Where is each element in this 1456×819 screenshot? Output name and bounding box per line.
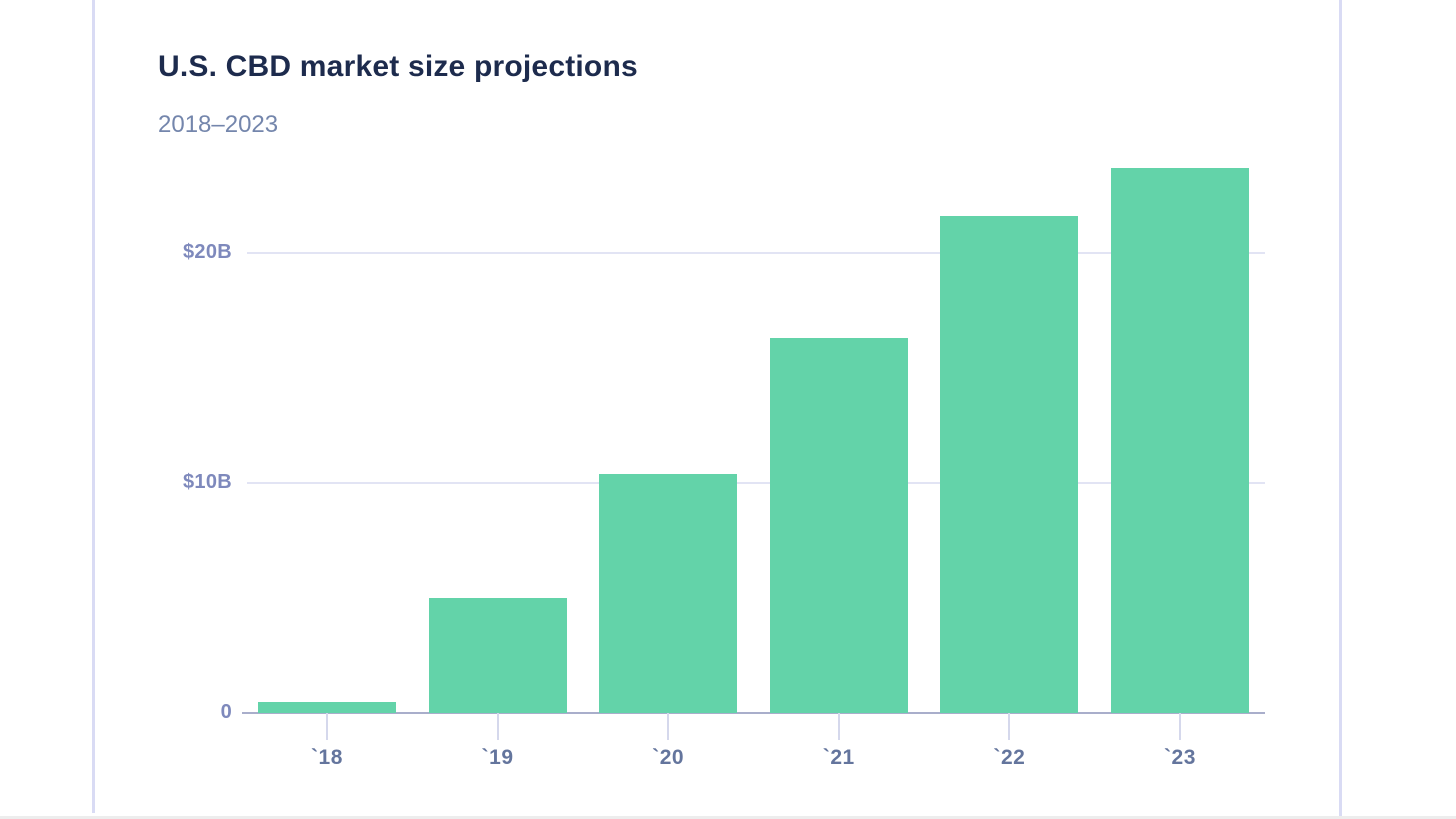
- x-axis-label: `22: [993, 746, 1026, 769]
- bottom-border-rule: [0, 816, 1456, 819]
- x-axis-tick: [837, 713, 840, 740]
- y-axis-label: $10B: [182, 471, 232, 494]
- x-axis-label: `19: [481, 746, 514, 769]
- x-axis-label: `23: [1164, 746, 1196, 769]
- bar-1: [258, 702, 396, 713]
- left-border-rule: [92, 0, 95, 813]
- gridline-10B: [247, 482, 1265, 485]
- x-axis-tick: [667, 713, 670, 740]
- x-axis-tick: [326, 713, 328, 740]
- bar-6: [1111, 168, 1249, 713]
- bar-3: [599, 474, 738, 713]
- chart-subtitle: 2018–2023: [158, 111, 279, 138]
- x-axis-label: `18: [311, 746, 343, 769]
- x-axis-tick: [1008, 713, 1011, 740]
- x-axis-label: `21: [822, 746, 855, 769]
- y-axis-label: $20B: [182, 241, 232, 264]
- bar-5: [940, 216, 1079, 713]
- bar-2: [428, 598, 567, 713]
- right-border-rule: [1339, 0, 1342, 819]
- bar-4: [769, 338, 908, 713]
- y-axis-label: 0: [220, 701, 232, 723]
- x-axis-tick: [496, 713, 499, 740]
- x-axis-line: [242, 712, 1265, 714]
- x-axis-tick: [1179, 713, 1181, 740]
- gridline-20B: [247, 252, 1265, 255]
- x-axis-label: `20: [652, 746, 685, 769]
- chart-title: U.S. CBD market size projections: [158, 50, 638, 83]
